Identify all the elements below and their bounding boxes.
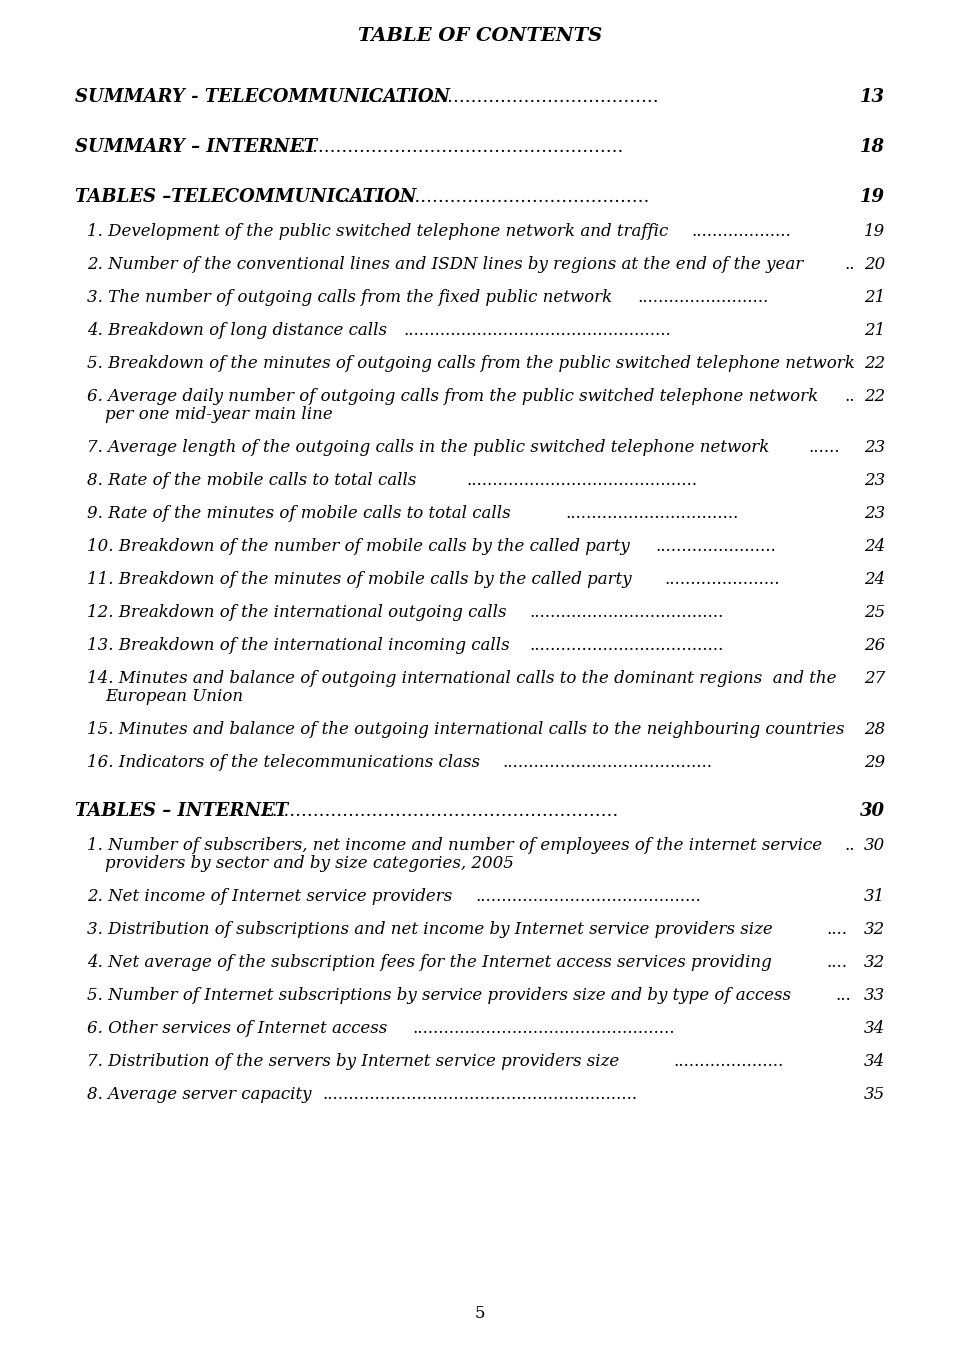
Text: 35: 35 (864, 1086, 885, 1103)
Text: 14. Minutes and balance of outgoing international calls to the dominant regions : 14. Minutes and balance of outgoing inte… (87, 670, 836, 687)
Text: 31: 31 (864, 888, 885, 905)
Text: 5. Breakdown of the minutes of outgoing calls from the public switched telephone: 5. Breakdown of the minutes of outgoing … (87, 355, 854, 372)
Text: .....................................................: ........................................… (338, 187, 650, 206)
Text: 24: 24 (864, 538, 885, 555)
Text: per one mid-year main line: per one mid-year main line (105, 406, 333, 423)
Text: 6. Other services of Internet access: 6. Other services of Internet access (87, 1020, 387, 1037)
Text: 32: 32 (864, 921, 885, 938)
Text: 21: 21 (864, 322, 885, 338)
Text: 4. Net average of the subscription fees for the Internet access services providi: 4. Net average of the subscription fees … (87, 954, 772, 971)
Text: 11. Breakdown of the minutes of mobile calls by the called party: 11. Breakdown of the minutes of mobile c… (87, 572, 632, 588)
Text: ...: ... (835, 987, 852, 1004)
Text: 2. Number of the conventional lines and ISDN lines by regions at the end of the : 2. Number of the conventional lines and … (87, 256, 804, 274)
Text: 6. Average daily number of outgoing calls from the public switched telephone net: 6. Average daily number of outgoing call… (87, 388, 818, 404)
Text: 15. Minutes and balance of the outgoing international calls to the neighbouring : 15. Minutes and balance of the outgoing … (87, 721, 845, 737)
Text: 8. Average server capacity: 8. Average server capacity (87, 1086, 311, 1103)
Text: European Union: European Union (105, 687, 243, 705)
Text: ...................: ................... (691, 222, 791, 240)
Text: ..............................................................: ........................................… (254, 802, 619, 820)
Text: providers by sector and by size categories, 2005: providers by sector and by size categori… (105, 855, 514, 872)
Text: 13. Breakdown of the international incoming calls: 13. Breakdown of the international incom… (87, 638, 510, 654)
Text: .....................................: ..................................... (530, 638, 724, 654)
Text: 8. Rate of the mobile calls to total calls: 8. Rate of the mobile calls to total cal… (87, 472, 417, 489)
Text: 33: 33 (864, 987, 885, 1004)
Text: ..: .. (845, 388, 855, 404)
Text: TABLES – INTERNET: TABLES – INTERNET (75, 802, 288, 820)
Text: ...................................................: ........................................… (359, 88, 659, 106)
Text: ......................: ...................... (664, 572, 780, 588)
Text: 22: 22 (864, 388, 885, 404)
Text: ............................................: ........................................… (467, 472, 698, 489)
Text: ........................................: ........................................ (502, 754, 712, 771)
Text: 7. Average length of the outgoing calls in the public switched telephone network: 7. Average length of the outgoing calls … (87, 439, 769, 456)
Text: ......: ...... (808, 439, 840, 456)
Text: 5: 5 (475, 1305, 485, 1321)
Text: 32: 32 (864, 954, 885, 971)
Text: 23: 23 (864, 506, 885, 522)
Text: ..: .. (845, 837, 855, 855)
Text: ..: .. (845, 256, 855, 274)
Text: 34: 34 (864, 1053, 885, 1070)
Text: 3. The number of outgoing calls from the fixed public network: 3. The number of outgoing calls from the… (87, 288, 612, 306)
Text: TABLE OF CONTENTS: TABLE OF CONTENTS (358, 27, 602, 44)
Text: .....................................: ..................................... (530, 604, 724, 621)
Text: 1. Number of subscribers, net income and number of employees of the internet ser: 1. Number of subscribers, net income and… (87, 837, 822, 855)
Text: 7. Distribution of the servers by Internet service providers size: 7. Distribution of the servers by Intern… (87, 1053, 619, 1070)
Text: 4. Breakdown of long distance calls: 4. Breakdown of long distance calls (87, 322, 387, 338)
Text: ....: .... (827, 954, 848, 971)
Text: ..................................................: ........................................… (413, 1020, 675, 1037)
Text: 21: 21 (864, 288, 885, 306)
Text: 20: 20 (864, 256, 885, 274)
Text: .............................................................: ........................................… (265, 137, 623, 156)
Text: 24: 24 (864, 572, 885, 588)
Text: 25: 25 (864, 604, 885, 621)
Text: .....................: ..................... (674, 1053, 783, 1070)
Text: 1. Development of the public switched telephone network and traffic: 1. Development of the public switched te… (87, 222, 668, 240)
Text: ...................................................: ........................................… (403, 322, 671, 338)
Text: SUMMARY - TELECOMMUNICATION: SUMMARY - TELECOMMUNICATION (75, 88, 450, 106)
Text: 22: 22 (864, 355, 885, 372)
Text: 9. Rate of the minutes of mobile calls to total calls: 9. Rate of the minutes of mobile calls t… (87, 506, 511, 522)
Text: ............................................................: ........................................… (323, 1086, 637, 1103)
Text: 18: 18 (860, 137, 885, 156)
Text: 2. Net income of Internet service providers: 2. Net income of Internet service provid… (87, 888, 452, 905)
Text: 26: 26 (864, 638, 885, 654)
Text: 5. Number of Internet subscriptions by service providers size and by type of acc: 5. Number of Internet subscriptions by s… (87, 987, 791, 1004)
Text: 30: 30 (864, 837, 885, 855)
Text: ....: .... (827, 921, 848, 938)
Text: 19: 19 (860, 187, 885, 206)
Text: 12. Breakdown of the international outgoing calls: 12. Breakdown of the international outgo… (87, 604, 507, 621)
Text: ...........................................: ........................................… (475, 888, 701, 905)
Text: .......................: ....................... (656, 538, 777, 555)
Text: 13: 13 (860, 88, 885, 106)
Text: 3. Distribution of subscriptions and net income by Internet service providers si: 3. Distribution of subscriptions and net… (87, 921, 773, 938)
Text: 34: 34 (864, 1020, 885, 1037)
Text: 19: 19 (864, 222, 885, 240)
Text: 30: 30 (860, 802, 885, 820)
Text: .........................: ......................... (637, 288, 769, 306)
Text: 28: 28 (864, 721, 885, 737)
Text: SUMMARY – INTERNET: SUMMARY – INTERNET (75, 137, 317, 156)
Text: TABLES –TELECOMMUNICATION: TABLES –TELECOMMUNICATION (75, 187, 417, 206)
Text: 23: 23 (864, 439, 885, 456)
Text: 29: 29 (864, 754, 885, 771)
Text: 27: 27 (864, 670, 885, 687)
Text: 10. Breakdown of the number of mobile calls by the called party: 10. Breakdown of the number of mobile ca… (87, 538, 630, 555)
Text: 16. Indicators of the telecommunications class: 16. Indicators of the telecommunications… (87, 754, 480, 771)
Text: .................................: ................................. (565, 506, 739, 522)
Text: 23: 23 (864, 472, 885, 489)
